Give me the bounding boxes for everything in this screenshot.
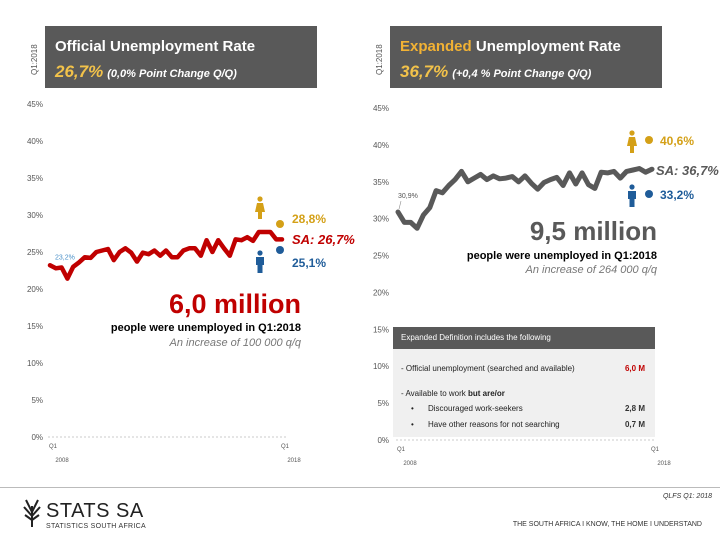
official-x-tick-quarter: Q1 [49,444,58,450]
source-note: QLFS Q1: 2018 [662,493,712,500]
left-sa-label: SA: 26,7% [292,232,355,247]
expanded-female-dot [645,136,653,144]
definition-bullet-discouraged: • [411,404,414,413]
left-big-number: 6,0 million [168,289,301,319]
expanded-y-tick-label: 10% [373,362,389,371]
right-sub-line: people were unemployed in Q1:2018 [466,250,657,262]
right-rate: 36,7% [400,62,449,81]
left-rate: 26,7% [55,62,104,81]
definition-row-available: - Available to work but are/or [401,389,505,398]
definition-value-discouraged: 2,8 M [624,404,645,413]
expanded-x-tick-year: 2018 [657,461,671,467]
female-icon [255,196,265,219]
official-x-tick-year: 2008 [55,458,69,464]
official-y-tick-label: 20% [27,285,43,294]
definition-bullet-other: • [411,420,414,429]
male-icon [256,250,264,273]
expanded-y-tick-label: 0% [377,436,389,445]
official-y-tick-label: 5% [31,396,43,405]
footer-tagline: THE SOUTH AFRICA I KNOW, THE HOME I UNDE… [512,521,702,528]
expanded-x-tick-quarter: Q1 [651,447,660,453]
definition-value-other: 0,7 M [624,420,645,429]
expanded-series-line [395,166,655,231]
right-increase: An increase of 264 000 q/q [525,264,657,276]
right-change: (+0,4 % Point Change Q/Q) [452,68,592,80]
left-change: (0,0% Point Change Q/Q) [107,68,237,80]
expanded-x-tick-quarter: Q1 [397,447,406,453]
left-rate-line: 26,7% (0,0% Point Change Q/Q) [55,62,237,82]
official-y-tick-label: 30% [27,211,43,220]
official-y-tick-label: 45% [27,100,43,109]
official-start-annotation: 23,2% [55,254,75,261]
left-title: Official Unemployment Rate [55,38,256,55]
definition-available-bold: but are/or [468,389,505,398]
female-icon [627,130,637,153]
expanded-x-tick-year: 2008 [403,461,417,467]
left-increase: An increase of 100 000 q/q [169,337,301,349]
official-y-tick-label: 25% [27,248,43,257]
left-sub-line: people were unemployed in Q1:2018 [110,322,301,334]
right-female-label: 40,6% [660,134,695,148]
official-y-tick-label: 10% [27,359,43,368]
expanded-y-tick-label: 45% [373,104,389,113]
male-icon [628,184,636,207]
logo-text: STATS SA [46,500,144,522]
right-sa-label: SA: 36,7% [656,163,719,178]
left-male-label: 25,1% [292,256,327,270]
left-title-banner: Official Unemployment Rate 26,7% (0,0% Po… [45,26,317,88]
definition-box: Expanded Definition includes the followi… [393,327,655,437]
charts-canvas: 0% 5% 10% 15% 20% 25% 30% 35% 40% 45% Q1 2008 Q1 2018… [27,100,671,467]
expanded-y-tick-label: 20% [373,288,389,297]
definition-available-text: - Available to work [401,389,468,398]
expanded-y-tick-label: 15% [373,325,389,334]
right-title-rest: Unemployment Rate [471,38,621,55]
right-big-number: 9,5 million [529,216,657,246]
logo-subtitle: STATISTICS SOUTH AFRICA [46,523,146,530]
official-y-tick-label: 0% [31,433,43,442]
aloe-logo-icon [23,499,41,527]
left-female-label: 28,8% [292,212,327,226]
definition-value-official: 6,0 M [624,364,645,373]
official-series-line [47,229,285,281]
right-title: Expanded Unemployment Rate [400,38,621,55]
official-y-tick-label: 35% [27,174,43,183]
expanded-y-tick-label: 25% [373,252,389,261]
expanded-y-tick-label: 5% [377,399,389,408]
definition-header: Expanded Definition includes the followi… [393,327,655,349]
expanded-male-dot [645,190,653,198]
expanded-y-tick-label: 40% [373,141,389,150]
official-x-tick-year: 2018 [287,458,301,464]
expanded-y-tick-label: 35% [373,178,389,187]
official-y-tick-label: 40% [27,137,43,146]
official-y-tick-label: 15% [27,322,43,331]
expanded-start-leader [398,200,402,210]
definition-row-discouraged: Discouraged work-seekers [428,404,523,413]
right-rate-line: 36,7% (+0,4 % Point Change Q/Q) [400,62,591,82]
official-male-dot [276,246,284,254]
expanded-y-tick-label: 30% [373,215,389,224]
right-title-banner: Expanded Unemployment Rate 36,7% (+0,4 % … [390,26,662,88]
footer-divider [0,487,720,488]
expanded-start-annotation: 30,9% [398,193,418,200]
definition-row-other: Have other reasons for not searching [428,420,560,429]
right-male-label: 33,2% [660,188,695,202]
official-x-tick-quarter: Q1 [281,444,290,450]
definition-row-official: - Official unemployment (searched and av… [401,364,575,373]
official-female-dot [276,220,284,228]
right-title-accent: Expanded [400,38,472,55]
